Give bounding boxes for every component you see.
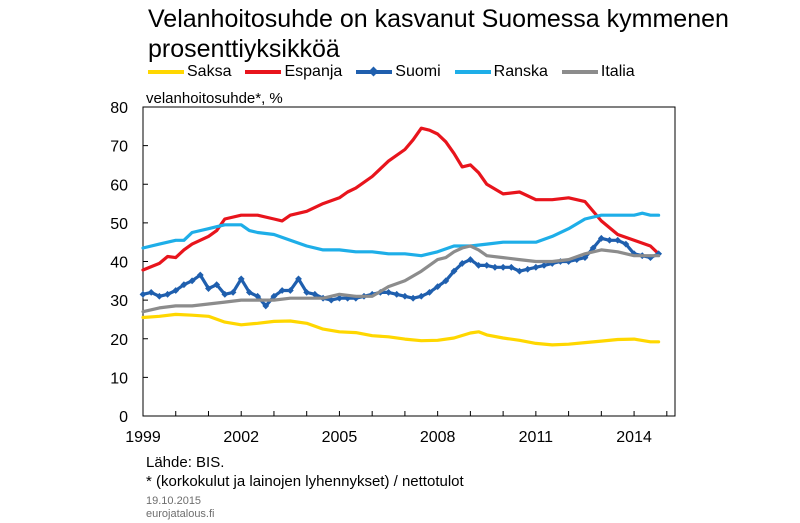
y-tick-label: 60 xyxy=(110,177,128,194)
data-point-suomi xyxy=(581,254,589,262)
legend-label-italia: Italia xyxy=(600,63,635,80)
data-point-suomi xyxy=(213,281,221,289)
data-point-suomi xyxy=(270,292,278,300)
data-point-suomi xyxy=(426,289,433,296)
plot-frame xyxy=(142,106,676,417)
data-point-suomi xyxy=(164,290,171,298)
data-point-suomi xyxy=(614,236,622,244)
data-point-suomi xyxy=(278,287,286,294)
y-axis-label: velanhoitosuhde*, % xyxy=(146,90,283,107)
x-tick-label: 2014 xyxy=(616,429,652,446)
data-point-suomi xyxy=(262,302,270,310)
data-point-suomi xyxy=(155,292,163,300)
data-point-suomi xyxy=(475,261,482,269)
date-text: 19.10.2015 xyxy=(146,495,202,507)
data-point-suomi xyxy=(286,287,294,294)
legend-item-suomi: Suomi xyxy=(356,63,441,81)
footnote-text: * (korkokulut ja lainojen lyhennykset) /… xyxy=(146,473,464,490)
series-layer xyxy=(139,126,663,347)
legend-swatch-italia xyxy=(561,66,598,78)
data-point-suomi xyxy=(401,292,409,300)
data-point-suomi xyxy=(622,240,630,248)
data-point-suomi xyxy=(188,277,196,285)
data-point-suomi xyxy=(458,260,466,267)
legend-swatch-saksa xyxy=(148,66,184,78)
data-point-suomi xyxy=(516,267,523,275)
data-point-suomi xyxy=(221,290,229,298)
data-point-suomi xyxy=(442,277,450,285)
data-point-suomi xyxy=(507,263,515,271)
legend-item-saksa: Saksa xyxy=(148,63,231,81)
data-point-suomi xyxy=(466,256,474,263)
data-point-suomi xyxy=(327,296,335,304)
data-point-suomi xyxy=(237,275,245,283)
series-line-saksa xyxy=(141,312,661,347)
legend-item-espanja: Espanja xyxy=(245,63,342,81)
x-tick-label: 2002 xyxy=(223,429,259,446)
data-point-suomi xyxy=(409,294,417,302)
legend-label-espanja: Espanja xyxy=(284,63,343,80)
data-point-suomi xyxy=(540,261,548,269)
x-tick-label: 2011 xyxy=(519,429,554,446)
source-text: Lähde: BIS. xyxy=(146,454,225,471)
chart-title: Velanhoitosuhde on kasvanut Suomessa kym… xyxy=(148,5,729,63)
data-point-suomi xyxy=(205,285,212,292)
data-point-suomi xyxy=(139,290,147,298)
x-tick-label: 2005 xyxy=(322,429,358,446)
data-point-suomi xyxy=(229,289,237,296)
data-point-suomi xyxy=(417,292,425,300)
data-point-suomi xyxy=(246,289,253,296)
data-point-suomi xyxy=(295,275,302,283)
data-point-suomi xyxy=(172,287,180,294)
y-tick-label: 80 xyxy=(110,100,128,117)
data-point-suomi xyxy=(147,289,155,296)
legend-item-ranska: Ranska xyxy=(454,63,548,81)
y-tick-label: 50 xyxy=(110,216,128,233)
data-point-suomi xyxy=(196,271,204,279)
series-line-suomi xyxy=(141,236,661,308)
site-text: eurojatalous.fi xyxy=(146,508,215,520)
y-tick-label: 40 xyxy=(110,255,128,272)
legend-item-italia: Italia xyxy=(561,63,635,81)
y-axis: 0 10 20 30 40 50 60 70 80 xyxy=(110,100,148,426)
data-point-suomi xyxy=(606,236,613,244)
y-tick-label: 30 xyxy=(110,293,128,310)
data-point-suomi xyxy=(589,244,597,252)
series-line-italia xyxy=(141,244,661,314)
x-axis: 1999 2002 2005 2008 2011 2014 xyxy=(125,411,668,446)
x-tick-label: 2008 xyxy=(420,429,456,446)
y-tick-label: 20 xyxy=(110,332,128,349)
data-point-suomi xyxy=(254,292,261,300)
series-line-espanja xyxy=(141,126,661,272)
data-point-suomi xyxy=(303,289,311,296)
data-point-suomi xyxy=(311,290,319,298)
y-tick-label: 10 xyxy=(110,370,128,387)
series-line-ranska xyxy=(141,211,661,258)
legend-label-suomi: Suomi xyxy=(395,63,441,80)
data-point-suomi xyxy=(434,283,442,291)
data-point-suomi xyxy=(499,263,507,271)
data-point-suomi xyxy=(491,263,499,271)
data-point-suomi xyxy=(532,263,540,271)
data-point-suomi xyxy=(385,289,392,296)
data-point-suomi xyxy=(336,294,343,302)
legend-label-ranska: Ranska xyxy=(493,63,548,80)
data-point-suomi xyxy=(450,267,458,275)
legend-swatch-espanja xyxy=(245,66,282,78)
data-point-suomi xyxy=(483,261,491,269)
legend: Saksa Espanja Suomi Ranska Italia xyxy=(148,62,649,82)
data-point-suomi xyxy=(393,290,401,298)
x-tick-label: 1999 xyxy=(125,429,161,446)
legend-swatch-suomi xyxy=(356,66,393,78)
legend-label-saksa: Saksa xyxy=(187,63,232,80)
legend-swatch-ranska xyxy=(454,66,491,78)
data-point-suomi xyxy=(180,281,188,289)
data-point-suomi xyxy=(597,234,605,242)
y-tick-label: 0 xyxy=(119,409,128,426)
y-tick-label: 70 xyxy=(110,139,128,156)
data-point-suomi xyxy=(524,265,532,273)
